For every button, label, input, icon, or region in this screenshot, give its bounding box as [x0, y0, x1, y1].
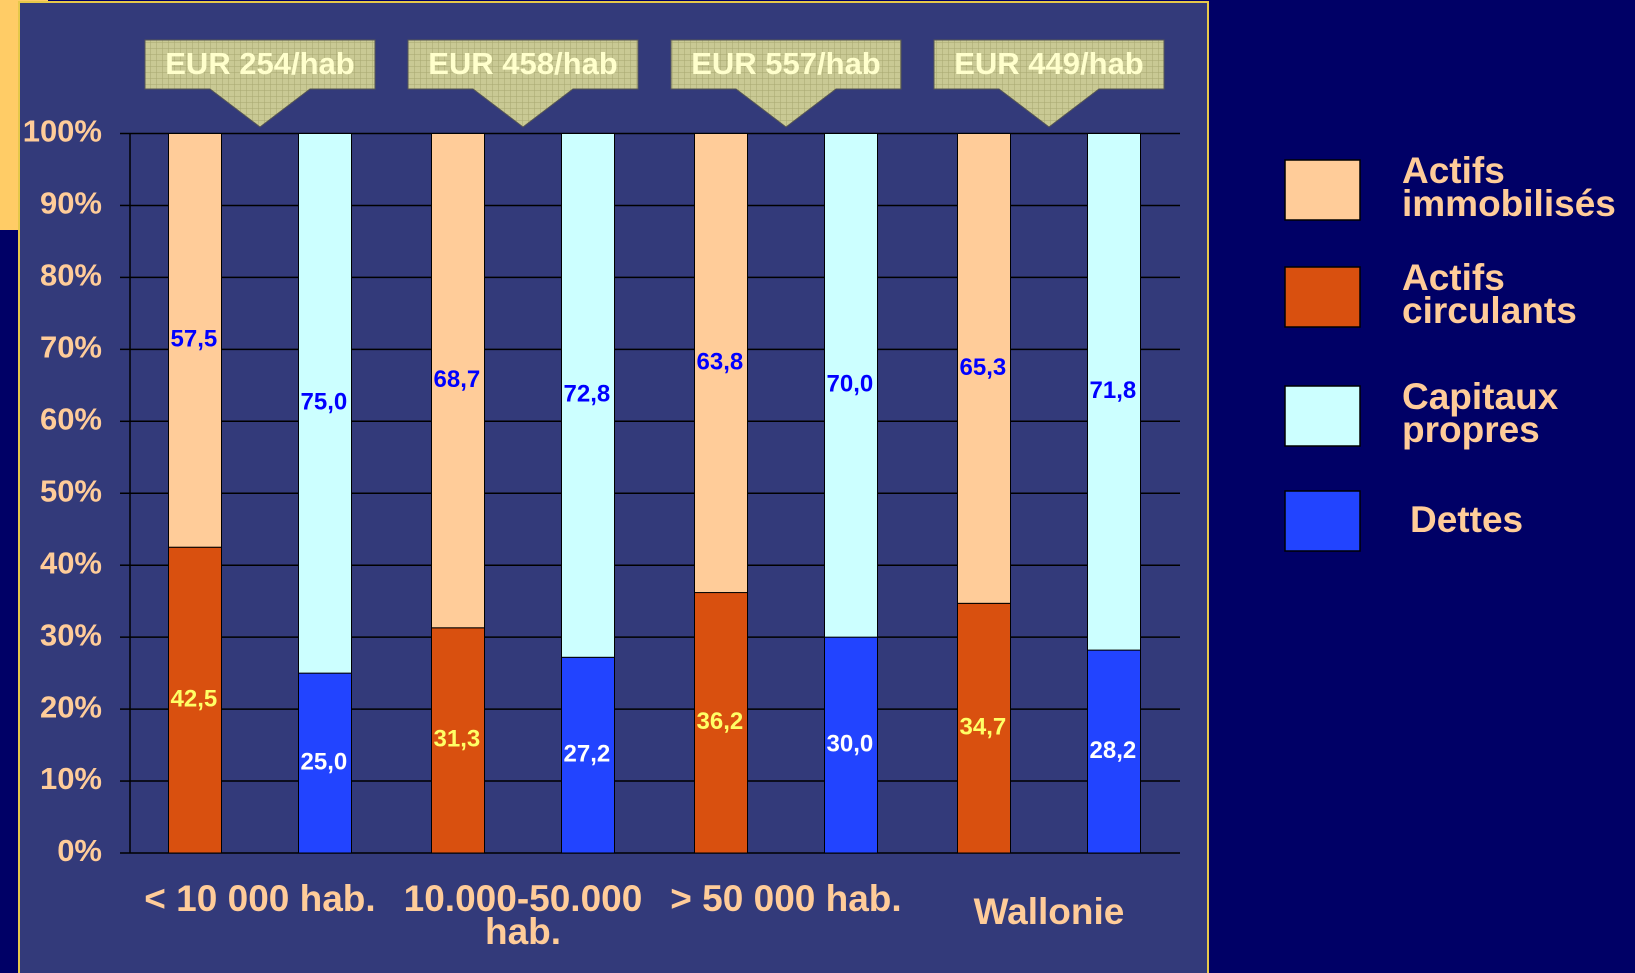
bar-segment: [694, 592, 748, 854]
bar-segment: [694, 133, 748, 594]
x-tick-label: 10.000-50.000 hab.: [403, 878, 643, 952]
bar-segment: [168, 546, 222, 854]
x-tick-label: < 10 000 hab.: [144, 878, 376, 919]
value-label: 68,7: [434, 366, 481, 393]
legend-label: Actifs immobilisés: [1402, 150, 1616, 224]
y-tick-label: 60%: [40, 401, 102, 436]
value-label: 71,8: [1090, 377, 1137, 404]
value-label: 34,7: [960, 714, 1007, 741]
legend-swatch: [1284, 490, 1361, 552]
annotation: EUR 449/hab: [954, 46, 1144, 81]
annotation-arrow: [670, 39, 902, 128]
value-label: 30,0: [827, 730, 874, 757]
value-label: 65,3: [960, 354, 1007, 381]
bar-segment: [298, 672, 352, 854]
value-label: 31,3: [434, 726, 481, 753]
annotation: EUR 557/hab: [691, 46, 881, 81]
y-tick-label: 70%: [40, 330, 102, 365]
value-label: 75,0: [301, 389, 348, 416]
bar-segment: [957, 133, 1011, 604]
legend-label: Dettes: [1410, 499, 1524, 540]
bar-segment: [168, 133, 222, 548]
annotation-arrow: [407, 39, 639, 128]
value-label: 57,5: [171, 326, 218, 353]
annotation: EUR 254/hab: [165, 46, 355, 81]
value-label: 63,8: [697, 348, 744, 375]
legend-label: Actifs circulants: [1402, 257, 1577, 331]
annotation: EUR 458/hab: [428, 46, 618, 81]
value-label: 25,0: [301, 748, 348, 775]
legend-swatch: [1284, 266, 1361, 328]
legend-swatch: [1284, 385, 1361, 447]
legend-swatch: [1284, 159, 1361, 221]
bar-segment: [298, 133, 352, 674]
y-tick-label: 30%: [40, 617, 102, 652]
bar-segment: [431, 627, 485, 854]
x-tick-label: Wallonie: [973, 891, 1125, 932]
bar-segment: [1087, 649, 1141, 854]
x-tick-label: > 50 000 hab.: [670, 878, 902, 919]
annotation-arrow: [144, 39, 376, 128]
y-tick-label: 0%: [57, 833, 102, 868]
y-tick-label: 80%: [40, 258, 102, 293]
value-label: 28,2: [1090, 737, 1137, 764]
bar-segment: [431, 133, 485, 629]
value-label: 72,8: [564, 381, 611, 408]
y-tick-label: 90%: [40, 186, 102, 221]
y-tick-label: 10%: [40, 761, 102, 796]
annotation-arrow: [933, 39, 1165, 128]
bar-segment: [824, 636, 878, 854]
y-tick-label: 20%: [40, 689, 102, 724]
value-label: 27,2: [564, 740, 611, 767]
bar-segment: [561, 656, 615, 854]
value-label: 70,0: [827, 371, 874, 398]
y-tick-label: 100%: [23, 114, 102, 149]
bar-segment: [561, 133, 615, 658]
y-tick-label: 40%: [40, 545, 102, 580]
bar-segment: [824, 133, 878, 638]
legend-label: Capitaux propres: [1402, 376, 1559, 450]
value-label: 36,2: [697, 708, 744, 735]
y-tick-label: 50%: [40, 473, 102, 508]
value-label: 42,5: [171, 685, 218, 712]
bar-segment: [1087, 133, 1141, 651]
